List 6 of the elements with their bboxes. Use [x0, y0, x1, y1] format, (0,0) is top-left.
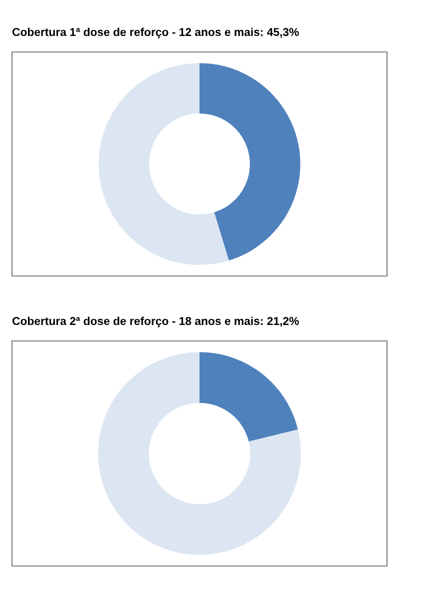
donut-slice [98, 352, 301, 555]
donut-slice [200, 63, 300, 261]
chart-title: Cobertura 1ª dose de reforço - 12 anos e mais: 45,3% [12, 28, 299, 38]
donut-slice [98, 63, 229, 265]
chart-title: Cobertura 2ª dose de reforço - 18 anos e mais: 21,2% [12, 316, 299, 328]
donut-slice [200, 352, 298, 442]
